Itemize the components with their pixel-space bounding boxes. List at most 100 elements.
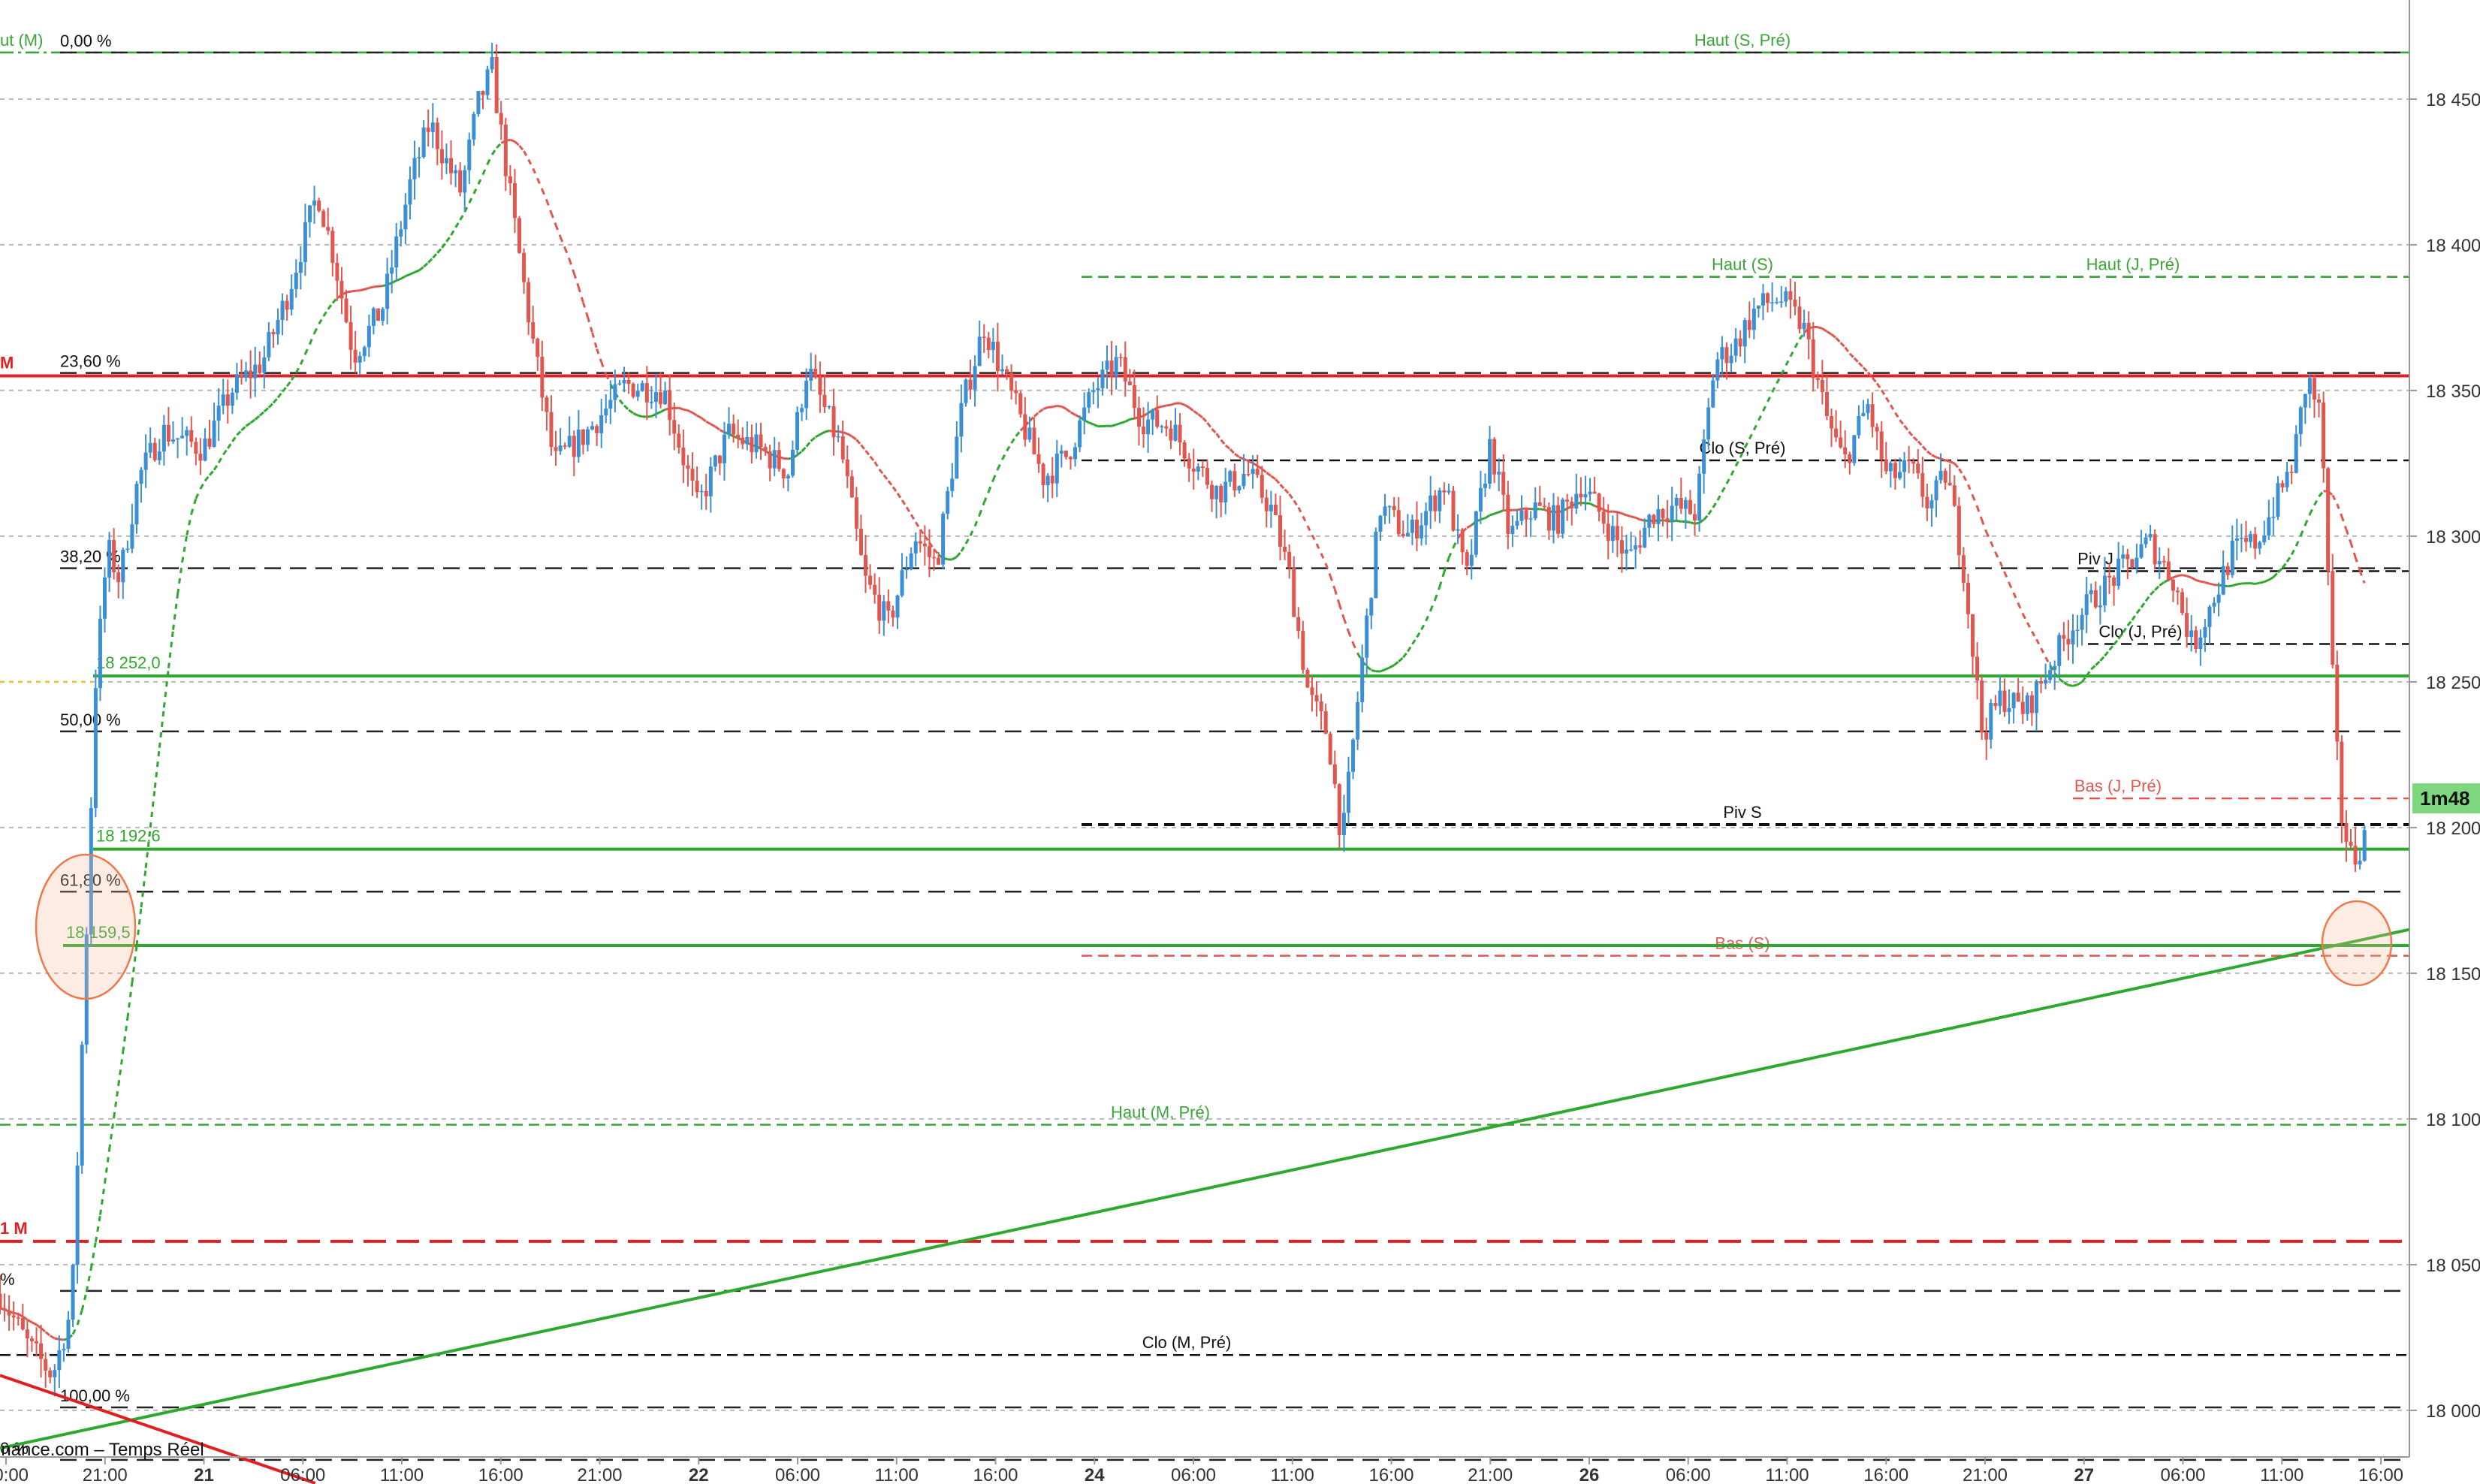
candle-body — [986, 337, 991, 351]
candle-body — [840, 436, 845, 460]
ma-segment — [199, 480, 207, 490]
candle-body — [1497, 472, 1501, 475]
fibonacci-levels: 0,00 %23,60 %38,20 %50,00 %61,80 %%100,0… — [0, 32, 2409, 1461]
ma-segment — [572, 273, 580, 288]
ma-segment — [2304, 514, 2311, 526]
candle-body — [531, 322, 536, 339]
candle-body — [53, 1370, 57, 1377]
candle-body — [1337, 784, 1341, 835]
x-tick-label-21: 27 — [2074, 1465, 2094, 1484]
candle-body — [112, 540, 116, 573]
ma-segment — [1270, 475, 1277, 481]
candle-body — [1319, 701, 1323, 712]
ma-segment — [1871, 376, 1878, 385]
candle-body — [1492, 439, 1497, 475]
ma-segment — [231, 434, 238, 442]
ma-segment — [1065, 408, 1072, 414]
candle-body — [1465, 552, 1469, 566]
ma-segment — [208, 469, 216, 476]
candle-body — [48, 1370, 53, 1377]
ma-segment — [1616, 511, 1622, 515]
ma-segment — [2309, 505, 2316, 515]
ma-segment — [272, 397, 279, 404]
ma-segment — [369, 285, 374, 289]
ma-segment — [2349, 542, 2357, 558]
candle-body — [1802, 322, 1806, 330]
candle-body — [2057, 635, 2062, 666]
candle-body — [1096, 388, 1100, 391]
ma-segment — [1252, 462, 1258, 467]
candle-body — [1360, 657, 1365, 702]
candle-body — [877, 594, 882, 621]
ma-segment — [1931, 454, 1937, 459]
candle-body — [503, 124, 508, 176]
ma-segment — [509, 138, 515, 143]
candle-body — [1592, 491, 1597, 494]
candle-body — [490, 57, 494, 70]
ma-segment — [490, 147, 498, 155]
candle-body — [339, 280, 344, 299]
candle-body — [2121, 554, 2125, 559]
ma-segment — [2264, 578, 2270, 584]
candle-body — [1251, 469, 1255, 475]
ma-segment — [318, 315, 324, 325]
ma-segment — [1862, 366, 1869, 373]
ma-segment — [1429, 599, 1437, 611]
candle-body — [421, 127, 426, 158]
candle-body — [2144, 537, 2148, 544]
ma-segment — [2085, 668, 2092, 677]
ma-segment — [1890, 404, 1896, 414]
candle-body — [1429, 495, 1433, 511]
ma-segment — [1166, 403, 1172, 407]
ma-segment — [450, 227, 457, 237]
ma-segment — [964, 535, 972, 544]
ma-segment — [1033, 412, 1040, 418]
candle-body — [1574, 493, 1579, 509]
ma-segment — [1315, 543, 1323, 554]
candle-body — [1766, 293, 1770, 303]
candle-body — [280, 300, 285, 321]
candle-body — [1980, 680, 1984, 733]
ma-segment — [2268, 576, 2274, 581]
ma-segment — [2290, 545, 2297, 556]
ma-segment — [523, 150, 529, 161]
y-tick-label-1: 18 400 — [2426, 236, 2480, 256]
ma-segment — [2017, 602, 2024, 615]
candle-body — [285, 300, 289, 310]
candle-body — [2171, 579, 2175, 591]
candle-body — [2249, 534, 2253, 542]
candle-body — [590, 426, 595, 430]
ma-segment — [1093, 423, 1099, 428]
ma-segment — [991, 469, 999, 481]
candle-body — [152, 442, 157, 460]
ma-segment — [162, 668, 170, 708]
ma-segment — [647, 415, 652, 418]
ma-segment — [860, 444, 867, 451]
candle-body — [1278, 514, 1283, 547]
candle-body — [1537, 502, 1542, 506]
ma-segment — [2077, 680, 2083, 686]
candle-body — [1519, 510, 1524, 521]
ma-segment — [1821, 327, 1828, 333]
ma-segment — [2040, 647, 2047, 658]
ma-segment — [1302, 515, 1309, 526]
candle-body — [1952, 485, 1957, 506]
candle-body — [864, 554, 868, 576]
candle-body — [1679, 497, 1683, 509]
candle-body — [608, 400, 613, 409]
ma-segment — [1880, 389, 1887, 399]
candle-body — [1018, 393, 1023, 415]
candle-body — [44, 1359, 48, 1371]
candle-body — [1597, 493, 1601, 512]
fib-label-6: 100,00 % — [60, 1386, 130, 1405]
candle-body — [1041, 463, 1045, 486]
candle-body — [2025, 695, 2029, 714]
ma-segment — [1762, 401, 1769, 412]
candle-body — [348, 321, 353, 350]
candle-body — [161, 424, 166, 452]
candle-body — [1907, 460, 1911, 462]
candle-body — [886, 601, 891, 611]
ma-segment — [1060, 405, 1067, 410]
candle-body — [873, 584, 877, 595]
ma-segment — [1985, 531, 1993, 543]
